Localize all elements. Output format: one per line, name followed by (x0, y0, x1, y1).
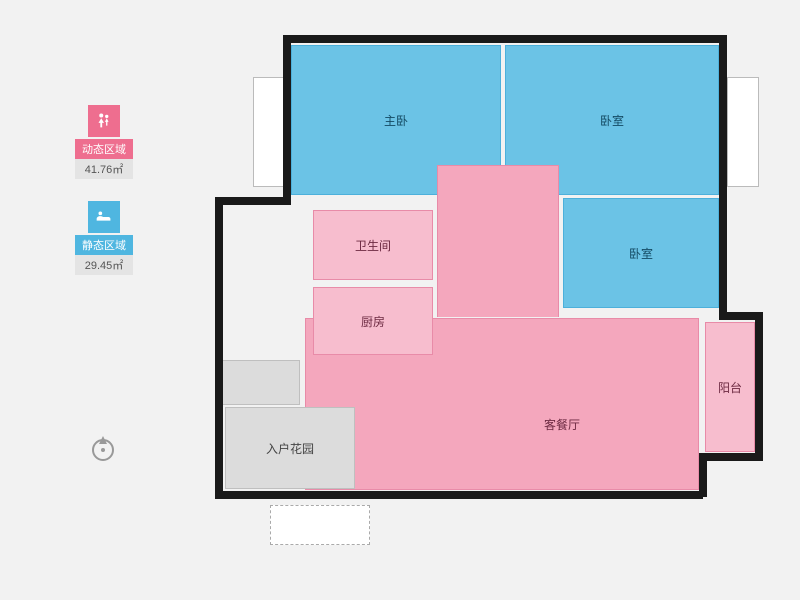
wall (755, 312, 763, 460)
room-living-top (437, 165, 559, 317)
bed-icon (88, 201, 120, 233)
room-label: 入户花园 (266, 440, 314, 457)
room-kitchen: 厨房 (313, 287, 433, 355)
room-label: 厨房 (361, 313, 385, 330)
legend-static: 静态区域 29.45㎡ (75, 201, 133, 275)
wall (283, 35, 291, 197)
wall (283, 35, 727, 43)
gray-box-upper (220, 360, 300, 405)
room-label: 阳台 (718, 379, 742, 396)
room-bathroom: 卫生间 (313, 210, 433, 280)
room-label: 客餐厅 (544, 416, 580, 433)
people-icon (88, 105, 120, 137)
room-label: 卫生间 (355, 237, 391, 254)
room-balcony: 阳台 (705, 322, 755, 452)
legend-dynamic: 动态区域 41.76㎡ (75, 105, 133, 179)
inset-right (727, 77, 759, 187)
floor-plan: 主卧 卧室 卧室 客餐厅 卫生间 厨房 阳台 入户花园 (215, 35, 765, 545)
legend-dynamic-label: 动态区域 (75, 139, 133, 159)
wall (215, 197, 291, 205)
legend-static-label: 静态区域 (75, 235, 133, 255)
inset-left (253, 77, 285, 187)
room-garden: 入户花园 (225, 407, 355, 489)
legend-static-value: 29.45㎡ (75, 255, 133, 275)
room-label: 卧室 (600, 112, 624, 129)
dashed-extension (270, 505, 370, 545)
room-bedroom-right: 卧室 (563, 198, 719, 308)
compass-icon (85, 430, 121, 466)
wall (719, 35, 727, 312)
wall (215, 491, 703, 499)
room-label: 主卧 (384, 112, 408, 129)
wall (215, 197, 223, 497)
wall (719, 312, 759, 320)
room-label: 卧室 (629, 245, 653, 262)
wall (699, 453, 763, 461)
wall (699, 453, 707, 497)
legend-dynamic-value: 41.76㎡ (75, 159, 133, 179)
legend-panel: 动态区域 41.76㎡ 静态区域 29.45㎡ (75, 105, 133, 297)
